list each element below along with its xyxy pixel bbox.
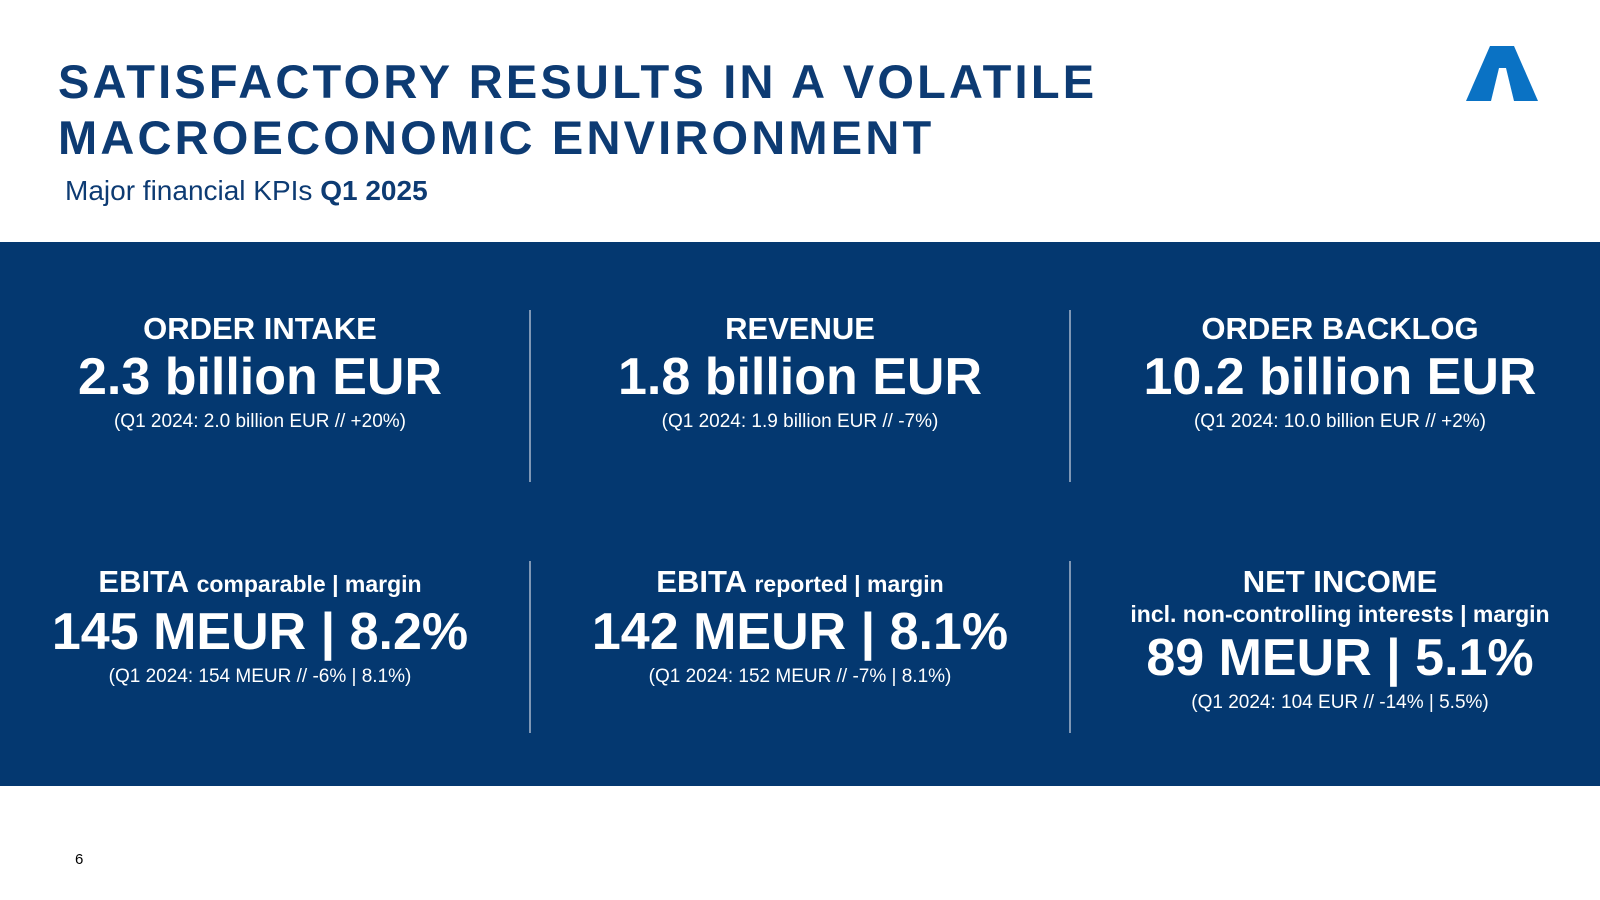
column-divider xyxy=(1069,310,1071,482)
kpi-revenue: REVENUE 1.8 billion EUR (Q1 2024: 1.9 bi… xyxy=(530,311,1070,435)
kpi-comparison: (Q1 2024: 1.9 billion EUR // -7%) xyxy=(661,411,939,432)
kpi-label-main: EBITA xyxy=(656,564,746,599)
kpi-label-main: EBITA xyxy=(98,564,188,599)
kpi-comparison: (Q1 2024: 10.0 billion EUR // +2%) xyxy=(1193,411,1486,432)
kpi-label: ORDER INTAKE xyxy=(143,311,377,346)
company-logo-icon xyxy=(1466,46,1538,101)
slide-title-line-1: SATISFACTORY RESULTS IN A VOLATILE xyxy=(58,55,1098,108)
kpi-ebita-comparable: EBITA comparable | margin 145 MEUR | 8.2… xyxy=(0,564,520,690)
kpi-value: 1.8 billion EUR xyxy=(617,348,983,406)
slide-subtitle: Major financial KPIs Q1 2025 xyxy=(65,174,428,208)
kpi-label: ORDER BACKLOG xyxy=(1201,311,1479,346)
kpi-label: REVENUE xyxy=(725,311,875,346)
kpi-comparison: (Q1 2024: 154 MEUR // -6% | 8.1%) xyxy=(108,666,412,687)
kpi-comparison: (Q1 2024: 2.0 billion EUR // +20%) xyxy=(113,411,406,432)
kpi-value: 145 MEUR | 8.2% xyxy=(51,603,469,661)
kpi-comparison: (Q1 2024: 104 EUR // -14% | 5.5%) xyxy=(1191,692,1489,713)
kpi-comparison: (Q1 2024: 152 MEUR // -7% | 8.1%) xyxy=(648,666,952,687)
page-number: 6 xyxy=(75,851,84,868)
kpi-label: EBITA comparable | margin xyxy=(0,564,520,602)
kpi-panel: ORDER INTAKE 2.3 billion EUR (Q1 2024: 2… xyxy=(0,242,1600,786)
kpi-order-intake: ORDER INTAKE 2.3 billion EUR (Q1 2024: 2… xyxy=(0,311,520,435)
kpi-label: NET INCOME xyxy=(1242,564,1438,599)
subtitle-text: Major financial KPIs xyxy=(65,175,313,206)
kpi-value: 142 MEUR | 8.1% xyxy=(591,603,1009,661)
kpi-order-backlog: ORDER BACKLOG 10.2 billion EUR (Q1 2024:… xyxy=(1070,311,1600,435)
kpi-value: 2.3 billion EUR xyxy=(77,348,443,406)
slide-title: SATISFACTORY RESULTS IN A VOLATILE MACRO… xyxy=(58,54,1097,166)
kpi-net-income: NET INCOME incl. non-controlling interes… xyxy=(1070,564,1600,716)
kpi-value: 89 MEUR | 5.1% xyxy=(1146,629,1534,687)
slide-title-line-2: MACROECONOMIC ENVIRONMENT xyxy=(58,111,935,164)
kpi-label-suffix: reported | margin xyxy=(754,571,944,597)
kpi-label: EBITA reported | margin xyxy=(530,564,1070,602)
kpi-sublabel: incl. non-controlling interests | margin xyxy=(1130,601,1550,627)
kpi-value: 10.2 billion EUR xyxy=(1143,348,1537,406)
kpi-ebita-reported: EBITA reported | margin 142 MEUR | 8.1% … xyxy=(530,564,1070,690)
column-divider xyxy=(529,561,531,733)
column-divider xyxy=(529,310,531,482)
kpi-label-suffix: comparable | margin xyxy=(196,571,422,597)
column-divider xyxy=(1069,561,1071,733)
subtitle-period: Q1 2025 xyxy=(320,175,428,206)
